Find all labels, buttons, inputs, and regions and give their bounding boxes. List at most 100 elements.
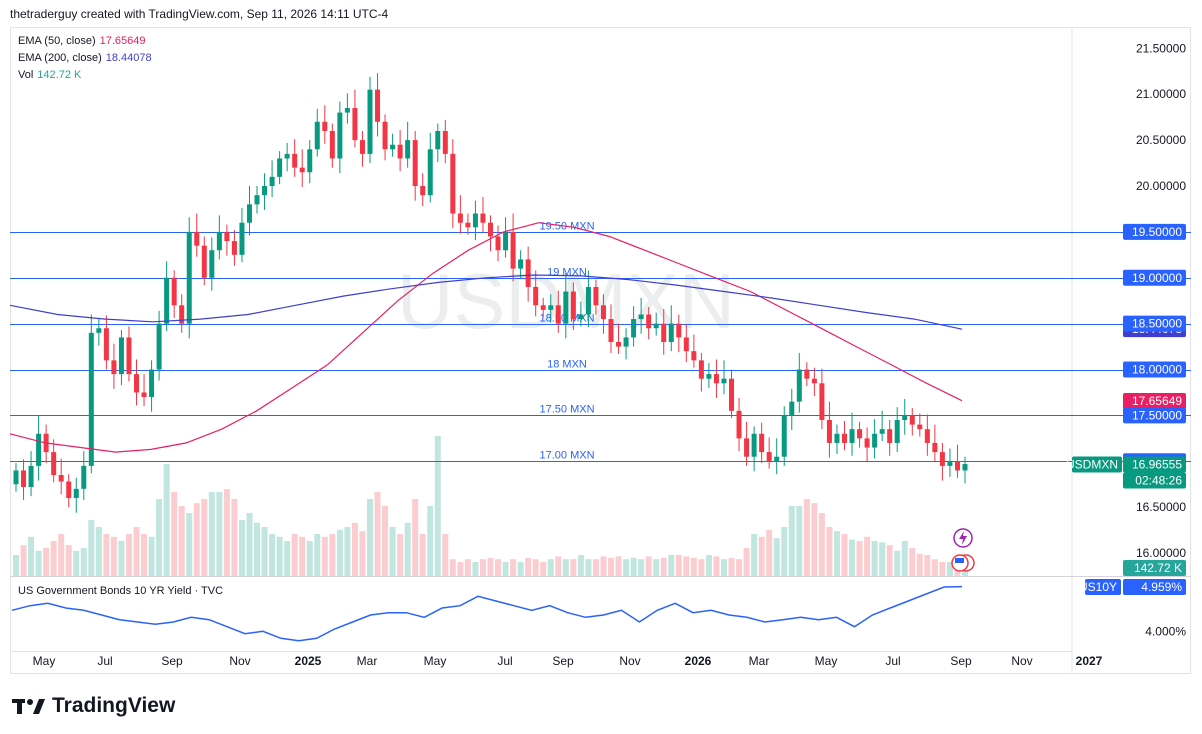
last-price-label: 16.96555 bbox=[1132, 457, 1182, 471]
time-axis-tick: Mar bbox=[357, 654, 378, 668]
ema50-price-label-bg bbox=[1123, 393, 1186, 410]
candle-body bbox=[503, 231, 509, 251]
volume-bar bbox=[13, 555, 19, 576]
candle-body bbox=[269, 176, 275, 186]
volume-bar bbox=[344, 527, 351, 576]
candle-body bbox=[766, 452, 772, 462]
candle-body bbox=[555, 305, 561, 324]
volume-bar bbox=[193, 503, 200, 576]
volume-bar bbox=[389, 527, 396, 576]
volume-bar bbox=[615, 556, 622, 576]
volume-bar bbox=[668, 555, 675, 576]
volume-bar bbox=[254, 522, 261, 576]
price-axis-tick: 21.50000 bbox=[1136, 41, 1186, 55]
us10y-line bbox=[11, 585, 963, 642]
volume-bar bbox=[690, 557, 697, 576]
candle-body bbox=[518, 259, 524, 269]
candle-body bbox=[277, 158, 283, 177]
volume-bar bbox=[231, 499, 238, 576]
time-axis-tick: Sep bbox=[161, 654, 183, 668]
price-axis-tick: 16.50000 bbox=[1136, 500, 1186, 514]
candle-body bbox=[134, 374, 140, 393]
level-price-label-bg bbox=[1123, 361, 1186, 378]
candle-body bbox=[744, 438, 750, 457]
price-axis-tick: 21.00000 bbox=[1136, 87, 1186, 101]
volume-bar bbox=[216, 492, 223, 576]
volume-bar bbox=[577, 555, 584, 576]
candle-body bbox=[796, 369, 802, 402]
candle-body bbox=[36, 433, 42, 466]
candle-body bbox=[58, 475, 64, 482]
candle-body bbox=[849, 429, 855, 443]
price-axis-tick: 20.50000 bbox=[1136, 133, 1186, 147]
volume-bar bbox=[28, 536, 35, 576]
legend-vol: Vol 142.72 K bbox=[18, 69, 81, 81]
us-flag-canton-icon bbox=[955, 558, 964, 563]
volume-bar bbox=[88, 520, 95, 576]
time-axis-tick: Jul bbox=[885, 654, 900, 668]
candle-body bbox=[902, 415, 908, 420]
volume-bar bbox=[675, 555, 682, 576]
candle-body bbox=[616, 342, 622, 347]
volume-bar bbox=[826, 527, 833, 576]
candle-body bbox=[947, 461, 953, 466]
legend-ema200-value: 18.44078 bbox=[105, 52, 152, 64]
volume-bar bbox=[178, 506, 185, 576]
volume-bar bbox=[479, 559, 486, 576]
candle-body bbox=[299, 167, 305, 173]
volume-bar bbox=[758, 536, 765, 576]
time-axis-tick: 2027 bbox=[1076, 654, 1103, 668]
volume-bar bbox=[886, 545, 893, 576]
volume-bar bbox=[43, 548, 50, 576]
volume-bar bbox=[517, 562, 524, 576]
volume-bar bbox=[65, 545, 72, 576]
candle-body bbox=[691, 351, 697, 361]
candle-body bbox=[81, 465, 87, 489]
volume-bar bbox=[600, 556, 607, 576]
candle-body bbox=[179, 305, 185, 324]
price-axis-tick: 20.00000 bbox=[1136, 179, 1186, 193]
candle-body bbox=[751, 433, 757, 457]
candle-body bbox=[789, 401, 795, 416]
volume-bar bbox=[359, 531, 366, 576]
candle-body bbox=[488, 222, 493, 237]
level-price-label: 19.50000 bbox=[1132, 225, 1182, 239]
countdown-label: 02:48:26 bbox=[1135, 473, 1182, 487]
volume-bar bbox=[736, 559, 743, 576]
time-axis-tick: Sep bbox=[552, 654, 574, 668]
legend-ema200-label: EMA (200, close) bbox=[18, 52, 102, 64]
volume-bar bbox=[419, 534, 426, 576]
candle-body bbox=[600, 305, 606, 320]
volume-bar bbox=[841, 534, 848, 576]
volume-bar bbox=[374, 492, 381, 576]
volume-bar bbox=[939, 562, 946, 576]
candle-body bbox=[457, 213, 463, 223]
candle-body bbox=[344, 108, 350, 113]
candle-body bbox=[435, 130, 441, 150]
candle-body bbox=[638, 314, 644, 320]
volume-bar bbox=[698, 559, 705, 576]
volume-label-bg bbox=[1123, 560, 1186, 576]
us10y-value-label: 4.959% bbox=[1141, 580, 1182, 594]
candle-body bbox=[653, 323, 659, 329]
volume-bar bbox=[833, 531, 840, 576]
volume-bar bbox=[638, 559, 645, 576]
level-line-label: 19 MXN bbox=[547, 267, 587, 279]
candle-body bbox=[171, 277, 177, 306]
time-axis-tick: Nov bbox=[229, 654, 250, 668]
candle-body bbox=[382, 121, 388, 150]
volume-bar bbox=[946, 562, 953, 576]
candle-body bbox=[156, 323, 162, 370]
time-axis-tick: 2025 bbox=[295, 654, 322, 668]
candle-body bbox=[578, 314, 584, 320]
volume-bar bbox=[156, 499, 163, 576]
candle-body bbox=[329, 130, 335, 159]
volume-bar bbox=[540, 562, 547, 576]
tradingview-logo[interactable]: TradingView bbox=[12, 694, 175, 718]
candle-body bbox=[585, 286, 591, 315]
volume-bar bbox=[472, 562, 479, 576]
chart-credit: thetraderguy created with TradingView.co… bbox=[10, 7, 389, 21]
volume-bar bbox=[592, 559, 599, 576]
volume-bar bbox=[299, 536, 306, 576]
